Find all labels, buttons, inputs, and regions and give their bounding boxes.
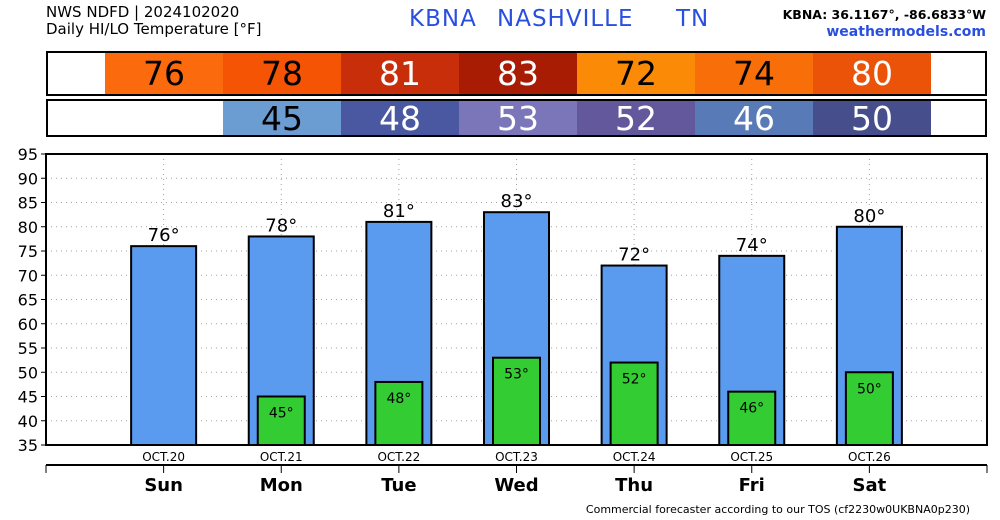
lo-label: 48° [386, 391, 411, 407]
product-title: NWS NDFD | 2024102020 [46, 3, 240, 21]
date-label: OCT.23 [495, 450, 538, 464]
hi-label: 80° [853, 206, 885, 227]
lo-cell: 53 [459, 99, 577, 138]
y-tick-label: 95 [18, 145, 38, 164]
lo-cell: 48 [341, 99, 459, 138]
day-label: Thu [615, 475, 653, 496]
date-label: OCT.21 [260, 450, 303, 464]
lo-bar [844, 371, 894, 446]
y-tick-label: 60 [18, 315, 38, 334]
lo-temp-strip: 45 48 53 52 46 50 [46, 99, 987, 138]
hi-label: 74° [736, 235, 768, 256]
lo-bar [374, 380, 424, 447]
y-tick-label: 85 [18, 194, 38, 213]
hi-cell: 80 [813, 53, 931, 94]
station-id: KBNA [409, 6, 477, 32]
hi-label: 81° [383, 201, 415, 222]
hi-label: 76° [148, 225, 180, 246]
y-tick-label: 65 [18, 291, 38, 310]
y-tick-label: 50 [18, 363, 38, 382]
day-label: Mon [260, 475, 303, 496]
y-tick-label: 40 [18, 412, 38, 431]
site-link[interactable]: weathermodels.com [826, 24, 986, 40]
date-label: OCT.20 [142, 450, 185, 464]
hi-temp-strip: 76 78 81 83 72 74 80 [46, 51, 987, 96]
city-name: NASHVILLE [497, 6, 634, 32]
day-label: Sat [853, 475, 887, 496]
y-tick-label: 90 [18, 169, 38, 188]
lo-cell: 50 [813, 99, 931, 138]
date-label: OCT.26 [848, 450, 891, 464]
day-label: Wed [494, 475, 538, 496]
day-label: Tue [381, 475, 416, 496]
y-tick-label: 70 [18, 266, 38, 285]
lo-bar [727, 390, 777, 446]
hi-cell: 76 [105, 53, 223, 94]
lo-label: 46° [739, 401, 764, 417]
hi-label: 72° [618, 245, 650, 266]
footer-note: Commercial forecaster according to our T… [585, 503, 970, 516]
hi-label: 83° [501, 191, 533, 212]
hi-label: 78° [265, 215, 297, 236]
lo-cell: 45 [223, 99, 341, 138]
y-tick-label: 35 [18, 436, 38, 455]
y-tick-label: 45 [18, 388, 38, 407]
date-label: OCT.25 [730, 450, 773, 464]
station-coords: KBNA: 36.1167°, -86.6833°W [782, 7, 986, 22]
variable-title: Daily HI/LO Temperature [°F] [46, 20, 262, 38]
y-tick-label: 80 [18, 218, 38, 237]
y-tick-label: 55 [18, 339, 38, 358]
lo-label: 52° [622, 372, 647, 388]
hi-bar [130, 245, 198, 446]
hi-cell: 74 [695, 53, 813, 94]
lo-cell: 46 [695, 99, 813, 138]
lo-label: 50° [857, 381, 882, 397]
hi-cell: 78 [223, 53, 341, 94]
hi-cell: 81 [341, 53, 459, 94]
lo-label: 53° [504, 367, 529, 383]
state-name: TN [676, 6, 710, 32]
date-label: OCT.22 [377, 450, 420, 464]
day-label: Sun [144, 475, 183, 496]
hi-cell: 72 [577, 53, 695, 94]
hi-cell: 83 [459, 53, 577, 94]
day-label: Fri [739, 475, 765, 496]
y-tick-label: 75 [18, 242, 38, 261]
date-label: OCT.24 [613, 450, 656, 464]
lo-label: 45° [269, 406, 294, 422]
lo-cell: 52 [577, 99, 695, 138]
